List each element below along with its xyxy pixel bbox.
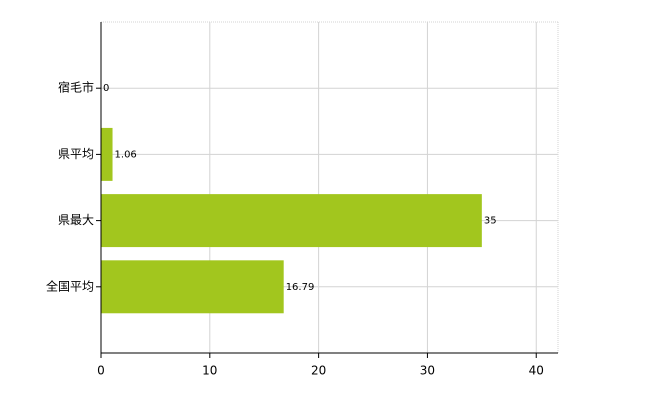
bar (101, 194, 482, 248)
bar (101, 127, 113, 181)
value-label: 1.06 (115, 149, 137, 160)
y-tick-label: 県平均 (58, 147, 94, 161)
x-tick-label: 30 (420, 364, 435, 378)
x-tick-label: 10 (202, 364, 217, 378)
bar (101, 260, 284, 314)
y-tick-label: 県最大 (58, 213, 94, 227)
x-tick-label: 40 (529, 364, 544, 378)
y-tick-label: 全国平均 (46, 278, 94, 293)
y-tick-label: 宿毛市 (58, 80, 94, 95)
value-label: 35 (484, 216, 497, 227)
x-tick-label: 0 (97, 364, 105, 378)
value-label: 16.79 (286, 282, 315, 293)
x-tick-label: 20 (311, 364, 326, 378)
value-label: 0 (103, 83, 109, 94)
